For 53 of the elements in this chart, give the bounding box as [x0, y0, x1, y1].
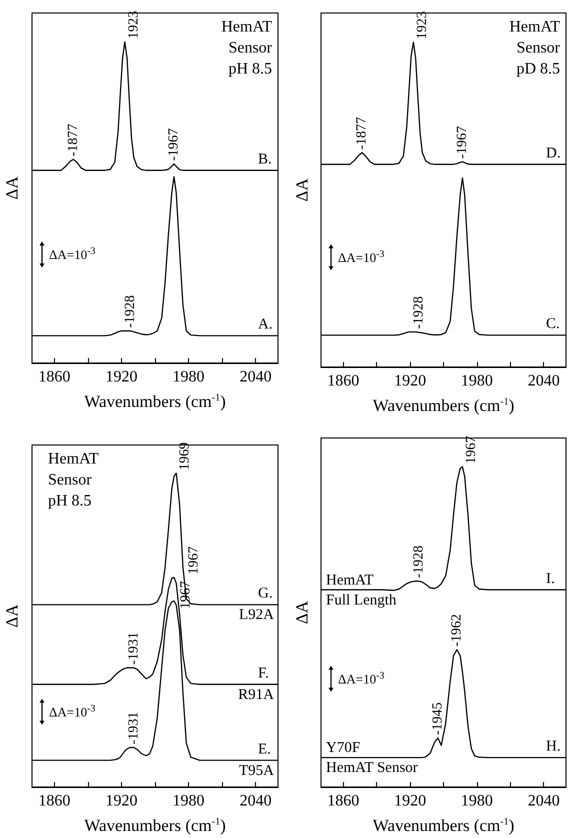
annotation: -1945 — [430, 702, 446, 736]
annotation: -1967 — [166, 128, 182, 161]
x-tick-label: 2040 — [240, 368, 272, 386]
series-label: I. — [546, 570, 555, 587]
series-label: C. — [546, 316, 560, 332]
x-tick-label: 1860 — [327, 372, 360, 390]
x-tick-label: 1920 — [105, 368, 138, 386]
y-axis-title: ΔA — [292, 600, 312, 624]
annotation: R91A — [238, 686, 274, 703]
x-tick-label: 1920 — [394, 792, 426, 810]
annotation: 1969 — [178, 442, 193, 470]
annotation: -1877 — [354, 116, 370, 150]
annotation: HemAT Sensor pH 8.5 — [221, 18, 273, 78]
annotation: -1928 — [412, 296, 426, 329]
annotation: -1931 — [126, 632, 142, 665]
series-label: F. — [258, 665, 269, 682]
annotation: HemAT Sensor pD 8.5 — [509, 18, 561, 78]
annotation: Full Length — [326, 592, 397, 608]
y-axis-title: ΔA — [292, 178, 312, 202]
annotation: -1877 — [66, 124, 81, 156]
annotation: -1967 — [454, 126, 470, 159]
series-label: H. — [546, 738, 561, 755]
annotation: -1931 — [126, 712, 142, 744]
annotation: HemAT Sensor pH 8.5 — [48, 450, 99, 510]
series-label: E. — [258, 741, 271, 758]
x-tick-label: 1980 — [460, 372, 493, 390]
annotation: 1967 — [186, 546, 202, 574]
x-tick-label: 2040 — [528, 372, 560, 390]
x-tick-label: 2040 — [240, 792, 272, 810]
annotation: L92A — [239, 607, 274, 624]
x-tick-label: 1980 — [460, 792, 493, 810]
annotation: -1962 — [449, 614, 464, 647]
x-tick-label: 1920 — [105, 792, 138, 810]
annotation: 1967 — [464, 436, 479, 464]
series-label: B. — [258, 151, 272, 168]
annotation: HemAT — [326, 572, 374, 588]
series-label: D. — [546, 145, 561, 162]
y-axis-title: ΔA — [2, 176, 22, 200]
annotation: -1928 — [412, 545, 426, 578]
series-label: A. — [258, 316, 273, 333]
x-tick-label: 1980 — [172, 792, 205, 810]
x-tick-label: 1860 — [38, 368, 70, 386]
series-label: G. — [258, 586, 273, 602]
annotation: T95A — [239, 762, 274, 779]
x-tick-label: 1860 — [38, 792, 70, 810]
x-tick-label: 2040 — [528, 792, 560, 810]
x-tick-label: 1980 — [172, 368, 205, 386]
annotation: HemAT Sensor — [326, 760, 418, 776]
y-axis-title: ΔA — [2, 604, 22, 628]
annotation: Y70F — [326, 740, 360, 756]
x-tick-label: 1920 — [394, 372, 426, 390]
x-tick-label: 1860 — [327, 792, 360, 810]
annotation: -1928 — [122, 295, 138, 328]
